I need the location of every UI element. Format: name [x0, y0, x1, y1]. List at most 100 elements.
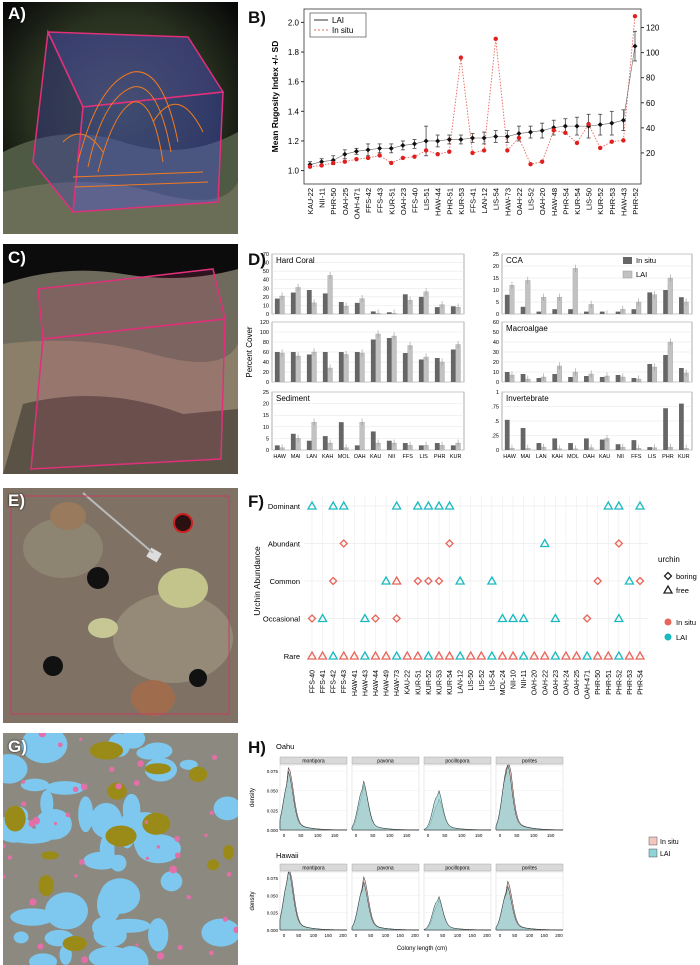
insitu-point — [412, 154, 417, 159]
lai-point — [446, 136, 452, 142]
bar-insitu — [536, 443, 542, 450]
lai-point — [458, 136, 464, 142]
urchin-point — [307, 614, 317, 623]
urchin-annotation — [204, 833, 208, 838]
x-tick-label: HAW-48 — [550, 188, 559, 216]
x-tick-label: FFS-43 — [376, 188, 385, 213]
bar-lai — [295, 355, 301, 383]
y-tick-label: 40 — [493, 340, 499, 346]
y-tick-label: 0.075 — [267, 769, 279, 774]
facet-label: porites — [522, 866, 538, 872]
insitu-point — [470, 150, 475, 156]
x-tick-label: 0 — [499, 833, 502, 838]
rare-point-insitu — [317, 650, 328, 660]
x-tick-label: 100 — [314, 833, 322, 838]
bar-lai — [525, 280, 531, 315]
lai-point — [342, 151, 348, 157]
insitu-line — [309, 16, 636, 168]
insitu-point — [435, 151, 440, 157]
rare-point-insitu — [634, 650, 646, 660]
urchin-point — [328, 576, 338, 586]
urchin-abundance-chart: FFS-40 FFS-41 FFS-42 FFS-43 HAW-41 HAW-43 HAW-… — [252, 496, 697, 699]
lai-point — [632, 43, 638, 49]
x-tick-label: HAW — [503, 454, 516, 460]
bar-insitu — [402, 353, 408, 382]
urchin-point — [413, 576, 423, 586]
x-tick-label: HAW-43 — [362, 670, 369, 696]
lai-point — [562, 123, 568, 129]
x-tick-label: 0 — [283, 933, 286, 938]
legend-swatch-insitu — [648, 836, 658, 846]
coral-annotation — [35, 736, 51, 747]
urchin-annotation — [156, 952, 165, 960]
rare-point-insitu — [560, 650, 572, 660]
facet-strip — [351, 863, 420, 872]
urchin-point — [317, 613, 328, 623]
coral-annotation — [99, 878, 141, 914]
bar-insitu — [274, 298, 280, 314]
x-tick-label: KUR-54 — [573, 188, 582, 215]
x-axis-label: Colony length (cm) — [397, 946, 447, 952]
bar-insitu — [663, 290, 668, 314]
insitu-point — [574, 140, 580, 146]
x-tick-label: 150 — [547, 833, 555, 838]
x-tick-label: KUR-51 — [415, 670, 422, 695]
lai-point — [319, 159, 325, 165]
x-tick-label: 150 — [540, 933, 548, 938]
lai-point — [504, 134, 510, 140]
facet-strip — [495, 863, 564, 872]
row-label: Oahu — [276, 742, 294, 751]
insitu-point — [342, 159, 348, 164]
insitu-point — [621, 138, 626, 143]
urchin-annotation — [79, 737, 83, 742]
legend-swatch-free — [662, 584, 674, 594]
lai-point — [574, 123, 580, 129]
bar-insitu — [568, 443, 573, 450]
rare-point-insitu — [465, 650, 476, 660]
colony-length-density-chart: Oahu density 0.000 0.025 0.050 0.075 montipora… — [250, 742, 679, 952]
urchin-annotation — [169, 865, 178, 874]
x-tick-label: OAH — [583, 454, 595, 460]
x-tick-label: 50 — [514, 833, 520, 838]
bar-insitu — [418, 359, 424, 382]
rare-point-insitu — [497, 650, 508, 660]
density-lai — [351, 881, 420, 931]
lai-point — [400, 142, 406, 148]
insitu-point — [493, 36, 498, 42]
x-tick-label: OAH-25 — [574, 670, 581, 695]
x-tick-label: HAW-43 — [619, 188, 628, 216]
density-lai — [279, 871, 348, 931]
y-tick-label: 60 — [263, 261, 269, 267]
bar-insitu — [322, 436, 328, 450]
bar-insitu — [679, 403, 684, 450]
x-tick-label: OAH-20 — [532, 670, 539, 695]
panel-label-c: C) — [8, 248, 26, 267]
bar-insitu — [504, 419, 510, 450]
algae-annotation — [223, 844, 234, 860]
lai-point — [609, 120, 615, 126]
x-tick-label: 150 — [331, 833, 339, 838]
urchin-annotation — [174, 852, 181, 859]
x-tick-label: PHR-54 — [638, 670, 645, 695]
algae-annotation — [105, 825, 137, 847]
bar-insitu — [386, 312, 392, 314]
x-tick-label: PHR-50 — [595, 670, 602, 695]
y-tick-label: .5 — [494, 419, 499, 425]
bar-lai — [509, 285, 515, 315]
urchin-annotation — [212, 754, 218, 760]
coral-annotation — [35, 808, 72, 840]
y-tick-label: 30 — [493, 350, 499, 356]
y-tick-label: 0 — [496, 380, 499, 386]
y-tick-label: 0.000 — [267, 928, 279, 933]
bar-insitu — [504, 294, 510, 314]
panel-label-f: F) — [248, 492, 265, 511]
x-tick-label: PHR-54 — [561, 188, 570, 215]
lai-point — [365, 147, 371, 153]
bar-insitu — [631, 440, 637, 450]
lai-point — [423, 138, 429, 144]
rare-point-lai — [391, 650, 402, 660]
plot-frame — [303, 8, 642, 185]
x-tick-label: FFS — [402, 454, 413, 460]
x-tick-label: KUR — [450, 454, 462, 460]
urchin-annotation — [115, 783, 122, 790]
